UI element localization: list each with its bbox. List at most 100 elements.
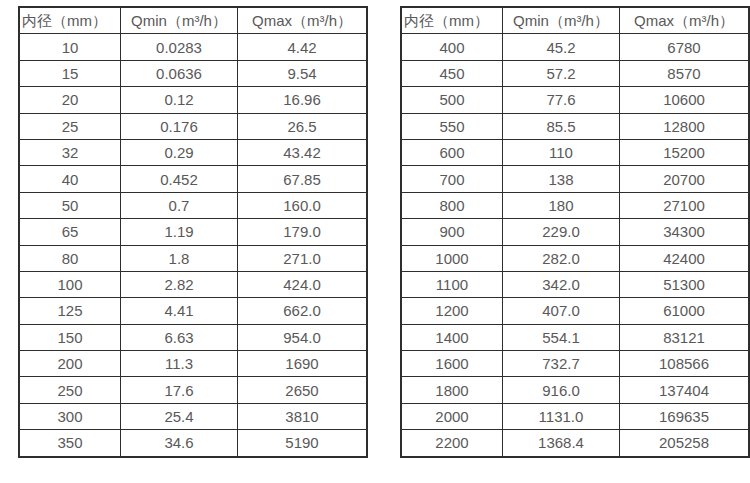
- table-row: 25017.62650: [19, 377, 367, 403]
- table-row: 45057.28570: [401, 60, 749, 86]
- table-cell: 0.452: [121, 166, 238, 192]
- table-header: 内径（mm） Qmin（m³/h） Qmax（m³/h）: [401, 7, 749, 34]
- table-cell: 424.0: [238, 271, 368, 297]
- table-cell: 342.0: [503, 271, 620, 297]
- table-cell: 25: [19, 113, 121, 139]
- table-cell: 11.3: [121, 351, 238, 377]
- table-cell: 100: [19, 271, 121, 297]
- table-cell: 85.5: [503, 113, 620, 139]
- table-cell: 2650: [238, 377, 368, 403]
- table-cell: 600: [401, 139, 503, 165]
- header-qmax: Qmax（m³/h）: [620, 7, 750, 34]
- table-cell: 61000: [620, 298, 750, 324]
- table-cell: 42400: [620, 245, 750, 271]
- table-cell: 17.6: [121, 377, 238, 403]
- table-row: 400.45267.85: [19, 166, 367, 192]
- table-row: 1200407.061000: [401, 298, 749, 324]
- table-cell: 20700: [620, 166, 750, 192]
- table-cell: 138: [503, 166, 620, 192]
- table-cell: 2000: [401, 403, 503, 429]
- table-cell: 50: [19, 192, 121, 218]
- table-cell: 1400: [401, 324, 503, 350]
- table-cell: 732.7: [503, 351, 620, 377]
- table-cell: 40: [19, 166, 121, 192]
- table-row: 1000282.042400: [401, 245, 749, 271]
- table-cell: 57.2: [503, 60, 620, 86]
- table-cell: 271.0: [238, 245, 368, 271]
- table-cell: 160.0: [238, 192, 368, 218]
- table-row: 1800916.0137404: [401, 377, 749, 403]
- header-qmin: Qmin（m³/h）: [503, 7, 620, 34]
- table-row: 30025.43810: [19, 403, 367, 429]
- table-cell: 137404: [620, 377, 750, 403]
- table-row: 250.17626.5: [19, 113, 367, 139]
- table-cell: 0.0283: [121, 34, 238, 60]
- table-cell: 180: [503, 192, 620, 218]
- table-header: 内径（mm） Qmin（m³/h） Qmax（m³/h）: [19, 7, 367, 34]
- table-cell: 32: [19, 139, 121, 165]
- table-cell: 65: [19, 219, 121, 245]
- table-cell: 282.0: [503, 245, 620, 271]
- table-cell: 169635: [620, 403, 750, 429]
- table-row: 1254.41662.0: [19, 298, 367, 324]
- table-row: 40045.26780: [401, 34, 749, 60]
- table-cell: 6.63: [121, 324, 238, 350]
- table-cell: 400: [401, 34, 503, 60]
- table-row: 80018027100: [401, 192, 749, 218]
- table-cell: 2200: [401, 430, 503, 457]
- table-cell: 34.6: [121, 430, 238, 457]
- table-cell: 9.54: [238, 60, 368, 86]
- table-cell: 51300: [620, 271, 750, 297]
- table-cell: 1.8: [121, 245, 238, 271]
- table-row: 900229.034300: [401, 219, 749, 245]
- table-cell: 954.0: [238, 324, 368, 350]
- table-cell: 0.12: [121, 87, 238, 113]
- table-cell: 1800: [401, 377, 503, 403]
- table-cell: 4.42: [238, 34, 368, 60]
- table-cell: 550: [401, 113, 503, 139]
- table-cell: 80: [19, 245, 121, 271]
- table-cell: 125: [19, 298, 121, 324]
- table-cell: 16.96: [238, 87, 368, 113]
- table-cell: 0.0636: [121, 60, 238, 86]
- table-cell: 0.29: [121, 139, 238, 165]
- table-cell: 500: [401, 87, 503, 113]
- header-row: 内径（mm） Qmin（m³/h） Qmax（m³/h）: [401, 7, 749, 34]
- table-row: 651.19179.0: [19, 219, 367, 245]
- table-body: 40045.2678045057.2857050077.61060055085.…: [401, 34, 749, 457]
- table-cell: 1100: [401, 271, 503, 297]
- table-cell: 12800: [620, 113, 750, 139]
- table-cell: 15200: [620, 139, 750, 165]
- table-row: 1002.82424.0: [19, 271, 367, 297]
- header-qmax: Qmax（m³/h）: [238, 7, 368, 34]
- table-cell: 1200: [401, 298, 503, 324]
- table-cell: 0.7: [121, 192, 238, 218]
- table-cell: 1000: [401, 245, 503, 271]
- table-row: 1400554.183121: [401, 324, 749, 350]
- table-cell: 110: [503, 139, 620, 165]
- table-row: 55085.512800: [401, 113, 749, 139]
- table-cell: 10600: [620, 87, 750, 113]
- table-cell: 45.2: [503, 34, 620, 60]
- table-row: 1600732.7108566: [401, 351, 749, 377]
- table-cell: 67.85: [238, 166, 368, 192]
- table-cell: 5190: [238, 430, 368, 457]
- table-cell: 77.6: [503, 87, 620, 113]
- table-cell: 150: [19, 324, 121, 350]
- table-cell: 43.42: [238, 139, 368, 165]
- table-row: 22001368.4205258: [401, 430, 749, 457]
- table-cell: 800: [401, 192, 503, 218]
- table-cell: 34300: [620, 219, 750, 245]
- table-cell: 8570: [620, 60, 750, 86]
- table-cell: 1600: [401, 351, 503, 377]
- table-cell: 229.0: [503, 219, 620, 245]
- table-cell: 83121: [620, 324, 750, 350]
- table-cell: 2.82: [121, 271, 238, 297]
- table-cell: 6780: [620, 34, 750, 60]
- table-row: 150.06369.54: [19, 60, 367, 86]
- flow-table-large-diameters: 内径（mm） Qmin（m³/h） Qmax（m³/h） 40045.26780…: [400, 6, 750, 458]
- table-row: 100.02834.42: [19, 34, 367, 60]
- table-cell: 20: [19, 87, 121, 113]
- table-cell: 25.4: [121, 403, 238, 429]
- header-diameter: 内径（mm）: [19, 7, 121, 34]
